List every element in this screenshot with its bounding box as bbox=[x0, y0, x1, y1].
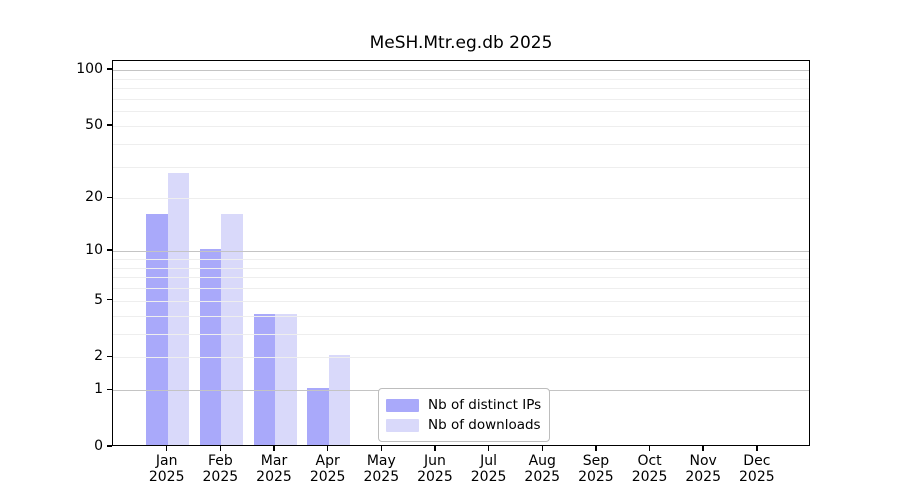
gridline-y-7 bbox=[113, 277, 809, 279]
gridline-y-4 bbox=[113, 315, 809, 317]
x-tick-aug bbox=[541, 446, 543, 451]
gridline-y-3 bbox=[113, 333, 809, 335]
x-tick-label-jul: Jul 2025 bbox=[470, 453, 507, 485]
gridline-y-10 bbox=[113, 251, 809, 253]
x-tick-apr bbox=[326, 446, 329, 451]
x-tick-mar bbox=[273, 446, 275, 451]
gridline-y-90 bbox=[113, 78, 809, 80]
bar-mar-downloads bbox=[275, 313, 297, 445]
x-tick-label-feb: Feb 2025 bbox=[202, 453, 239, 485]
gridline-y-5 bbox=[113, 300, 809, 302]
legend-swatch-downloads-icon bbox=[386, 418, 419, 432]
x-tick-oct bbox=[648, 446, 651, 451]
gridline-y-8 bbox=[113, 267, 809, 269]
x-tick-sep bbox=[595, 446, 597, 451]
x-tick-feb bbox=[219, 446, 222, 451]
bar-apr-distinct-ips bbox=[307, 388, 329, 445]
x-tick-may bbox=[380, 446, 383, 451]
gridline-y-2 bbox=[113, 357, 809, 359]
bar-mar-distinct-ips bbox=[253, 313, 275, 445]
legend-item-distinct-ips: Nb of distinct IPs bbox=[386, 395, 541, 415]
gridline-y-100 bbox=[113, 70, 809, 72]
x-tick-label-oct: Oct 2025 bbox=[631, 453, 668, 485]
gridline-y-80 bbox=[113, 88, 809, 90]
gridline-y-70 bbox=[113, 98, 809, 100]
bar-feb-distinct-ips bbox=[199, 249, 222, 445]
y-tick-label-100: 100 bbox=[76, 61, 103, 78]
bars-layer bbox=[113, 61, 809, 445]
plot-area: Nb of distinct IPs Nb of downloads bbox=[112, 60, 810, 446]
gridline-y-9 bbox=[113, 258, 809, 260]
x-tick-jun bbox=[434, 446, 436, 451]
bar-apr-downloads bbox=[328, 355, 351, 445]
x-tick-label-sep: Sep 2025 bbox=[578, 453, 614, 485]
x-tick-label-aug: Aug 2025 bbox=[524, 453, 561, 485]
y-tick-label-10: 10 bbox=[85, 242, 103, 259]
x-tick-nov bbox=[702, 446, 704, 451]
gridline-y-20 bbox=[113, 198, 809, 200]
legend-item-downloads: Nb of downloads bbox=[386, 415, 541, 435]
bar-jan-distinct-ips bbox=[146, 213, 168, 445]
x-tick-jul bbox=[487, 446, 490, 451]
y-tick-label-1: 1 bbox=[94, 381, 103, 398]
y-tick-label-50: 50 bbox=[85, 116, 103, 133]
x-tick-label-apr: Apr 2025 bbox=[309, 453, 346, 485]
x-tick-label-may: May 2025 bbox=[363, 453, 400, 485]
legend-label-downloads: Nb of downloads bbox=[428, 417, 541, 433]
x-tick-dec bbox=[756, 446, 758, 451]
bar-feb-downloads bbox=[221, 213, 243, 445]
x-tick-label-jun: Jun 2025 bbox=[417, 453, 453, 485]
y-tick-label-0: 0 bbox=[94, 438, 103, 454]
chart-title: MeSH.Mtr.eg.db 2025 bbox=[369, 33, 553, 53]
legend: Nb of distinct IPs Nb of downloads bbox=[378, 388, 551, 442]
x-tick-label-jan: Jan 2025 bbox=[148, 453, 185, 485]
legend-swatch-distinct-ips-icon bbox=[386, 398, 419, 412]
gridline-y-50 bbox=[113, 125, 809, 127]
x-tick-label-dec: Dec 2025 bbox=[739, 453, 775, 485]
gridline-y-40 bbox=[113, 143, 809, 145]
y-tick-label-20: 20 bbox=[85, 189, 103, 206]
x-tick-label-mar: Mar 2025 bbox=[256, 453, 292, 485]
x-tick-label-nov: Nov 2025 bbox=[685, 453, 721, 485]
y-tick-label-2: 2 bbox=[94, 348, 103, 365]
gridline-y-60 bbox=[113, 111, 809, 113]
x-tick-jan bbox=[165, 446, 168, 451]
gridline-y-6 bbox=[113, 288, 809, 290]
gridline-y-30 bbox=[113, 166, 809, 168]
legend-label-distinct-ips: Nb of distinct IPs bbox=[428, 397, 542, 413]
bar-jan-downloads bbox=[167, 172, 190, 445]
y-tick-label-5: 5 bbox=[94, 291, 103, 308]
